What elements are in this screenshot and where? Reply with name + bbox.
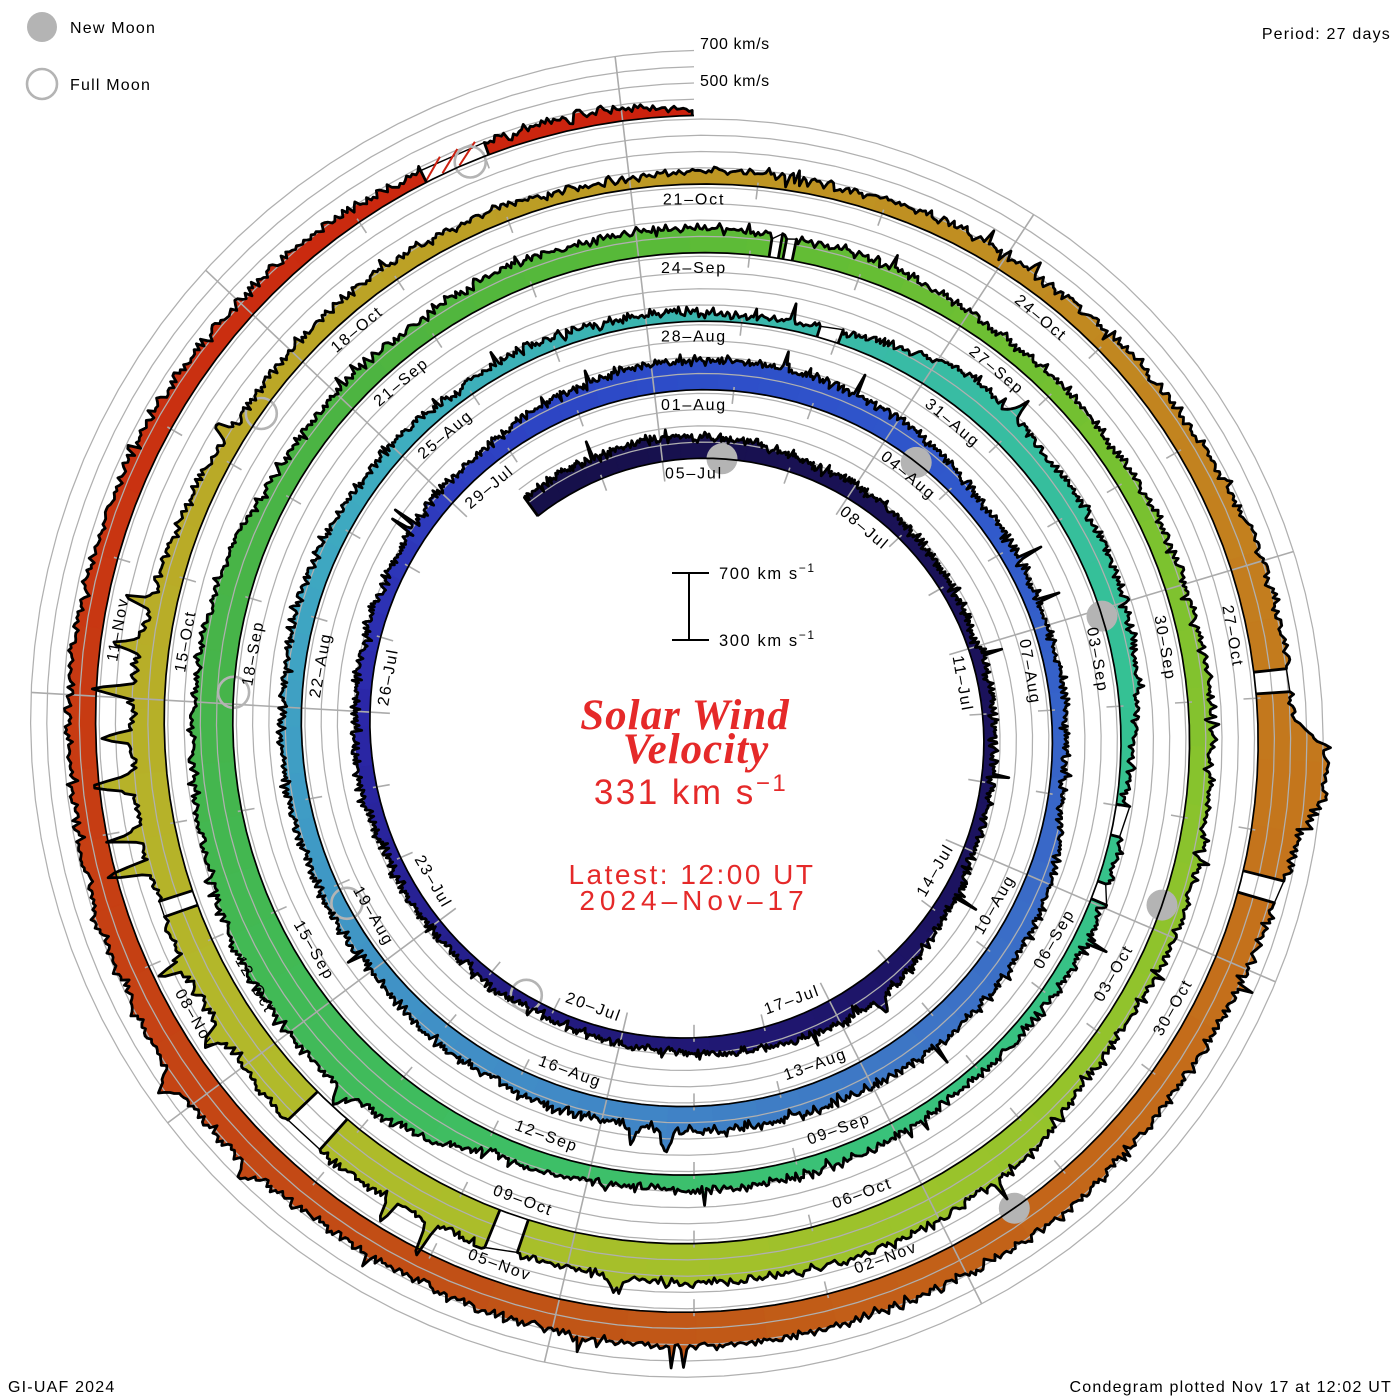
svg-text:Period: 27 days: Period: 27 days bbox=[1262, 26, 1391, 43]
svg-text:28–Aug: 28–Aug bbox=[661, 329, 727, 346]
svg-text:700 km s−1: 700 km s−1 bbox=[719, 561, 816, 583]
svg-text:700 km/s: 700 km/s bbox=[700, 36, 770, 53]
svg-text:05–Jul: 05–Jul bbox=[665, 466, 723, 483]
svg-text:24–Sep: 24–Sep bbox=[661, 260, 727, 277]
svg-text:Solar Wind: Solar Wind bbox=[580, 692, 790, 739]
svg-text:Velocity: Velocity bbox=[623, 726, 770, 773]
svg-text:21–Oct: 21–Oct bbox=[663, 191, 725, 208]
svg-text:Condegram plotted Nov 17 at 12: Condegram plotted Nov 17 at 12:02 UT bbox=[1070, 1379, 1392, 1396]
svg-text:300 km s−1: 300 km s−1 bbox=[719, 628, 816, 650]
svg-text:331 km s−1: 331 km s−1 bbox=[594, 770, 788, 812]
svg-text:Latest: 12:00 UT: Latest: 12:00 UT bbox=[568, 859, 815, 890]
svg-text:GI-UAF 2024: GI-UAF 2024 bbox=[8, 1379, 115, 1396]
svg-text:New Moon: New Moon bbox=[70, 20, 156, 37]
svg-text:500 km/s: 500 km/s bbox=[700, 73, 770, 90]
svg-text:2024–Nov–17: 2024–Nov–17 bbox=[579, 885, 808, 916]
svg-text:01–Aug: 01–Aug bbox=[661, 397, 727, 414]
svg-text:Full Moon: Full Moon bbox=[70, 77, 151, 94]
